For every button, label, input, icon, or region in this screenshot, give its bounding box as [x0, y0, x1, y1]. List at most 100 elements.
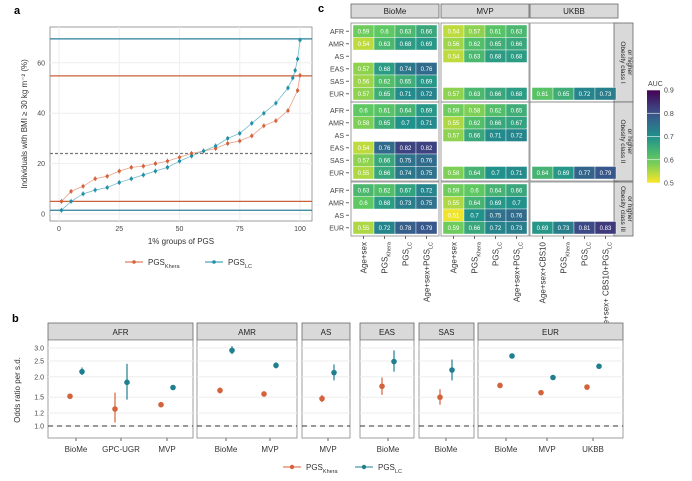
cell-value: 0.59 — [448, 108, 460, 114]
x-tick-label: BioMe — [377, 445, 400, 454]
cell-value: 0.67 — [511, 121, 523, 127]
cell-value: 0.71 — [400, 92, 412, 98]
facet-strip-label: SAS — [438, 328, 454, 337]
colorbar-tick-label: 0.8 — [664, 111, 674, 118]
x-label-main: Age+sex — [450, 242, 459, 273]
x-label-main: PGS — [402, 249, 411, 266]
legend-label-main: PGS — [228, 258, 245, 267]
data-point — [286, 86, 290, 90]
data-point-khera — [584, 384, 590, 390]
y-tick-label: 20 — [37, 161, 45, 168]
heatmap-cell — [594, 166, 617, 180]
cell-value: 0.75 — [490, 213, 502, 219]
data-point — [286, 109, 290, 113]
cell-value: 0.54 — [448, 29, 460, 35]
row-label: AMR — [328, 200, 344, 207]
heatmap-cell — [594, 221, 617, 235]
data-point — [250, 134, 254, 138]
x-tick-label: 50 — [176, 226, 184, 233]
cell-value: 0.72 — [579, 92, 591, 98]
data-point — [117, 169, 121, 173]
row-label: EUR — [329, 91, 344, 98]
cell-value: 0.55 — [448, 121, 460, 127]
cell-value: 0.73 — [558, 226, 570, 232]
x-label-main: PGS — [560, 257, 569, 274]
facet-panel-border — [440, 181, 530, 237]
x-tick-label: MVP — [158, 445, 175, 454]
cell-value: 0.64 — [490, 188, 502, 194]
cell-value: 0.66 — [421, 29, 433, 35]
legend-marker — [361, 464, 367, 470]
facet-strip-label: UKBB — [563, 7, 585, 16]
cell-value: 0.62 — [379, 79, 391, 85]
cell-value: 0.59 — [448, 188, 460, 194]
data-point — [250, 121, 254, 125]
cell-value: 0.55 — [358, 171, 370, 177]
heatmap-cell — [594, 87, 617, 101]
data-point-lc — [79, 368, 85, 375]
x-label: PGSKhera — [381, 241, 393, 274]
legend-label-sub: LC — [245, 264, 252, 270]
data-point — [177, 155, 182, 159]
data-point-lc — [509, 353, 515, 359]
heatmap-cell — [505, 221, 528, 235]
row-label: EAS — [330, 66, 344, 73]
x-label-sub: Khera — [566, 241, 572, 257]
x-label: Age+sex+PGSLC — [423, 242, 435, 302]
cell-value: 0.82 — [400, 146, 412, 152]
cell-value: 0.62 — [469, 121, 481, 127]
row-label: AS — [335, 133, 345, 140]
cell-value: 0.7 — [401, 121, 410, 127]
x-label-sub: LC — [519, 242, 525, 249]
cell-value: 0.56 — [448, 42, 460, 48]
x-label-main: Age+sex+PGS — [513, 249, 522, 302]
data-point — [298, 73, 302, 77]
heatmap-cell — [415, 116, 438, 130]
facet-strip-label: AS — [321, 328, 332, 337]
x-tick-label: BioMe — [65, 445, 88, 454]
x-label-sub: LC — [498, 242, 504, 249]
cell-value: 0.77 — [579, 171, 591, 177]
cell-value: 0.68 — [379, 201, 391, 207]
x-tick-label: 100 — [294, 226, 306, 233]
cell-value: 0.69 — [421, 42, 433, 48]
cell-value: 0.54 — [448, 54, 460, 60]
cell-value: 0.68 — [511, 92, 523, 98]
heatmap-cell — [415, 166, 438, 180]
cell-value: 0.69 — [558, 171, 570, 177]
data-point — [165, 159, 170, 163]
facet-strip-UKBB — [529, 3, 619, 19]
data-point — [226, 141, 230, 146]
cell-value: 0.66 — [511, 188, 523, 194]
x-tick-label: 25 — [115, 226, 123, 233]
legend-label-sub: LC — [395, 469, 402, 475]
data-point — [262, 124, 266, 128]
cell-value: 0.59 — [448, 226, 460, 232]
heatmap-cell — [505, 87, 528, 101]
data-point — [129, 165, 133, 169]
x-tick-label: MVP — [261, 445, 278, 454]
x-label-main: PGS — [381, 257, 390, 274]
data-point-khera — [497, 382, 503, 389]
cell-value: 0.71 — [421, 121, 433, 127]
x-label-main: PGS — [492, 249, 501, 266]
data-point — [177, 159, 182, 163]
cell-value: 0.72 — [490, 226, 502, 232]
cell-value: 0.73 — [511, 226, 523, 232]
row-label: AFR — [330, 108, 344, 115]
data-point — [93, 188, 97, 192]
facet-strip-label: AMR — [238, 328, 256, 337]
cell-value: 0.65 — [511, 108, 523, 114]
data-point — [129, 177, 133, 181]
row-label: SAS — [330, 79, 344, 86]
x-axis-label: 1% groups of PGS — [148, 237, 214, 246]
data-point — [295, 57, 300, 61]
cell-value: 0.66 — [469, 133, 481, 139]
facet-panel-border — [440, 101, 530, 182]
row-label: AMR — [328, 120, 344, 127]
panel-a-chart: 0 25 50 75 100 0 20 40 60 1% groups of PGS Individ… — [20, 26, 313, 270]
data-point-khera — [67, 393, 73, 400]
y-tick-label: 0 — [41, 212, 45, 219]
x-label: PGSLC — [402, 242, 414, 266]
cell-value: 0.76 — [421, 158, 433, 164]
